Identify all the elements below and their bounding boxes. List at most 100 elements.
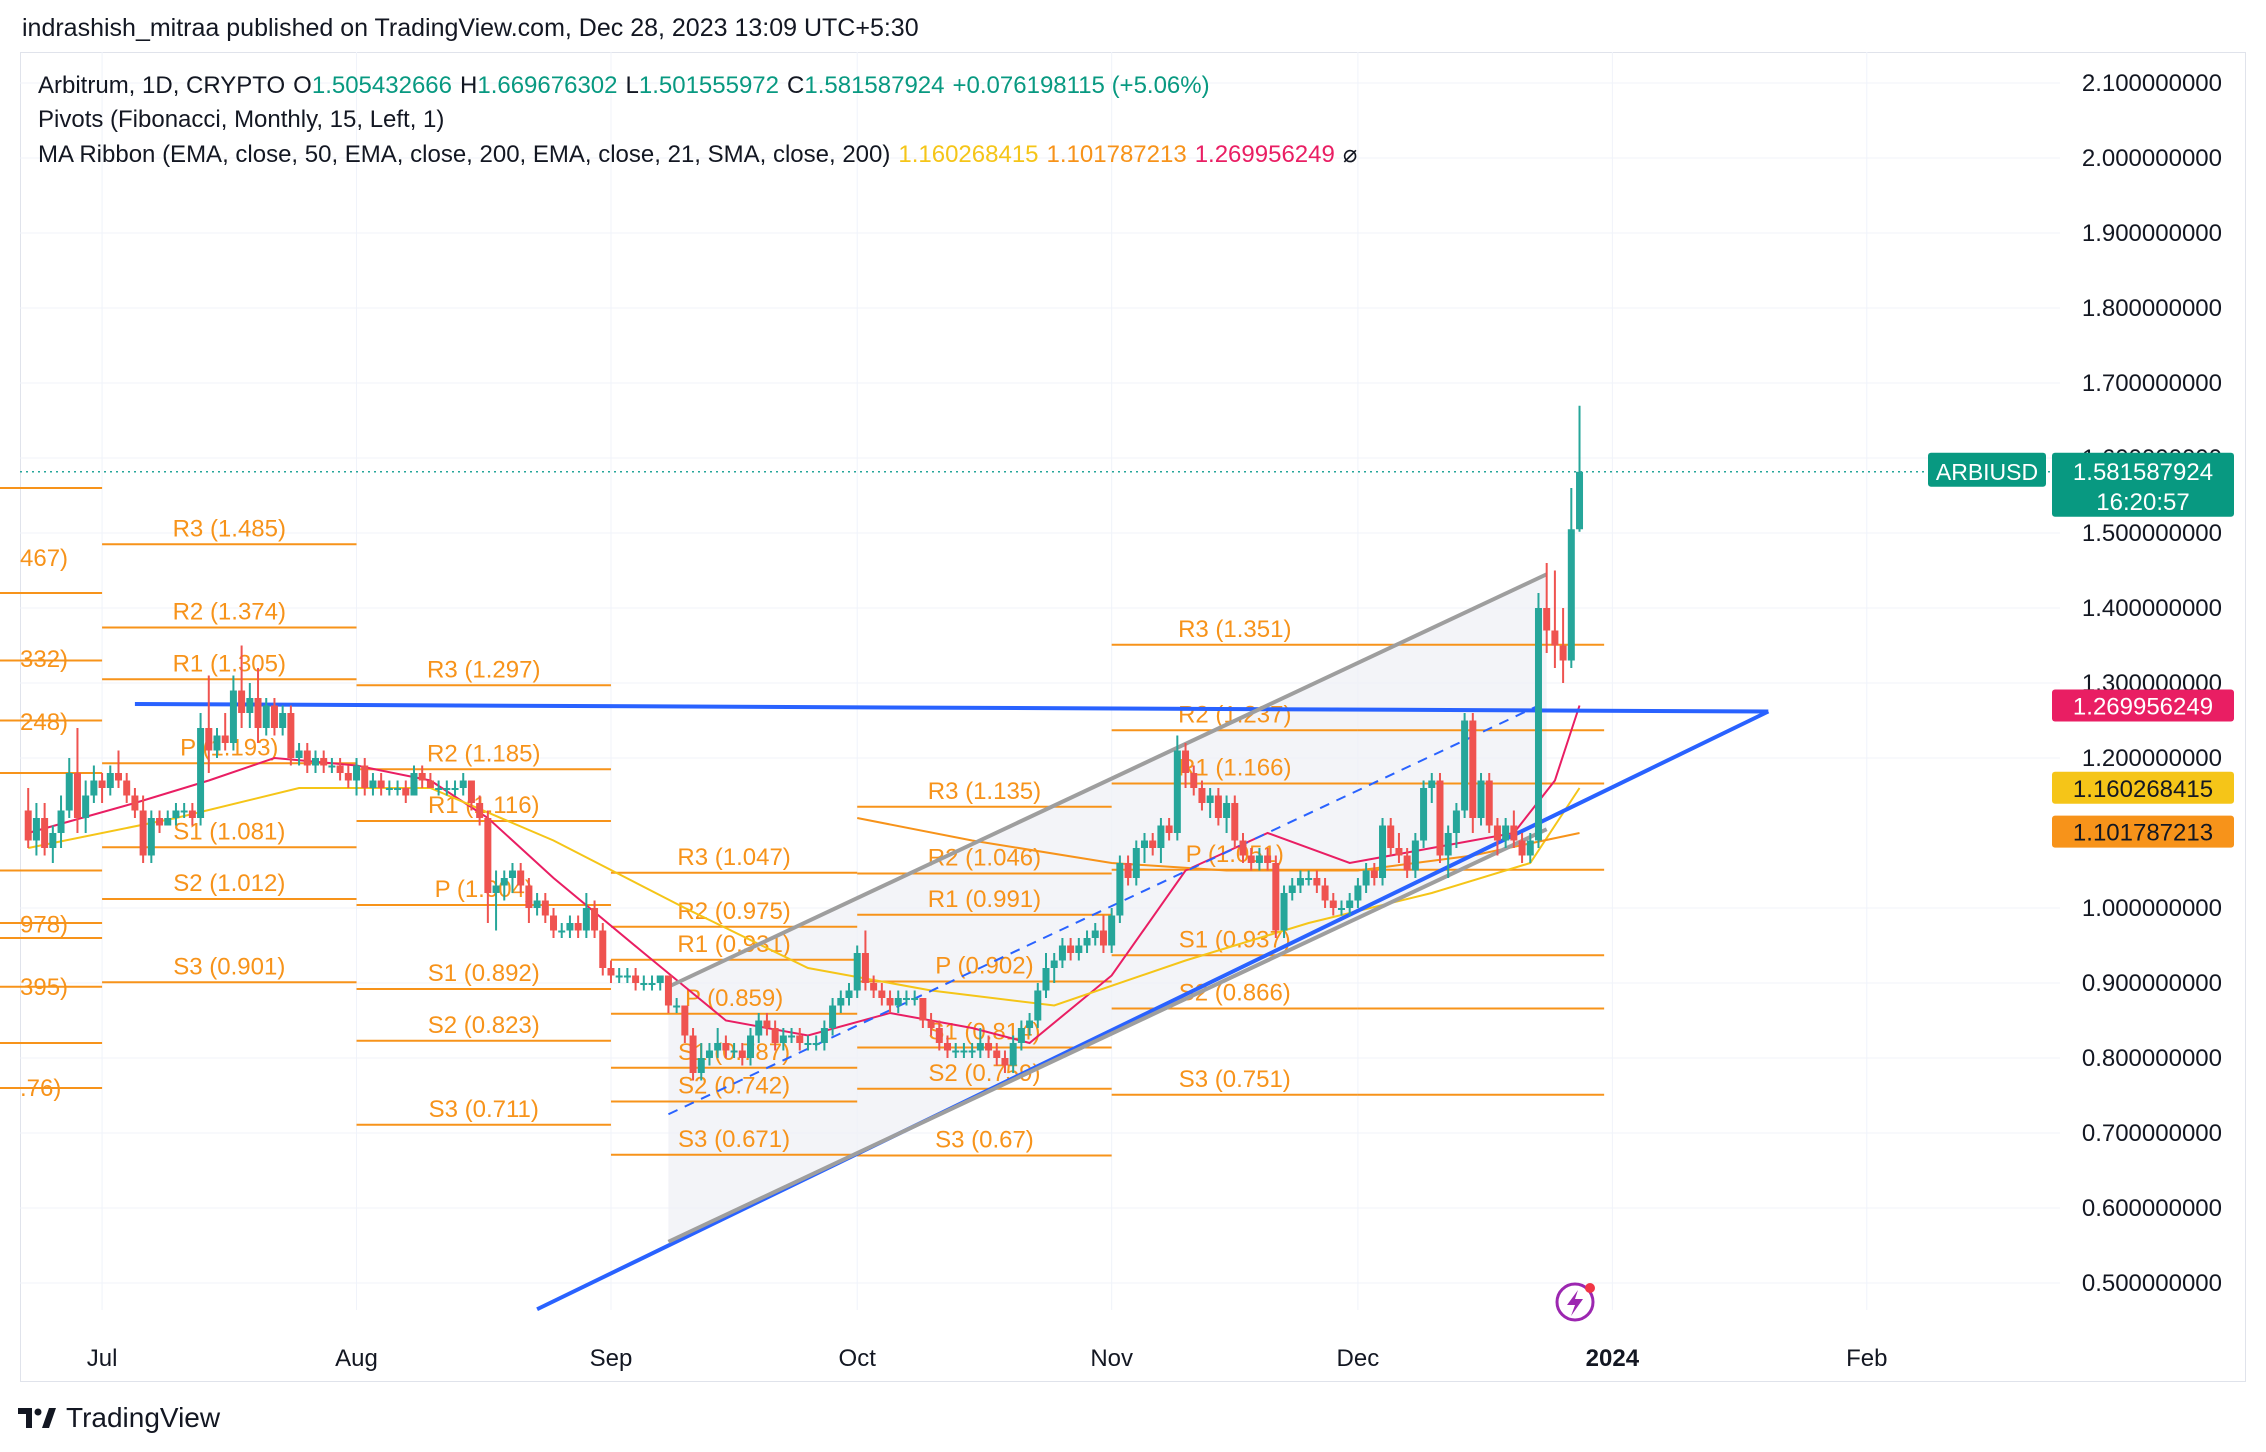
candle-body-170 <box>1420 788 1428 841</box>
price-tick-2: 1.900000000 <box>2082 220 2222 247</box>
hidden-values-icon[interactable]: ⌀ <box>1342 141 1358 168</box>
candle-body-46 <box>402 788 410 796</box>
pivot-edge-label-3: 978) <box>20 912 68 939</box>
candle-body-121 <box>1017 1028 1025 1043</box>
candle-body-39 <box>344 773 352 781</box>
pivot-label-5-1: R2 (1.237) <box>1178 701 1291 728</box>
candle-body-38 <box>336 765 344 773</box>
time-tick-3: Oct <box>839 1345 877 1372</box>
candle-body-139 <box>1165 825 1173 833</box>
candle-body-51 <box>443 788 451 790</box>
countdown-text: 16:20:57 <box>2096 489 2189 516</box>
candle-body-126 <box>1058 945 1066 961</box>
candle-body-154 <box>1288 885 1296 893</box>
candle-body-92 <box>779 1035 787 1043</box>
candle-body-173 <box>1444 833 1452 856</box>
candle-body-16 <box>156 818 164 826</box>
candle-body-187 <box>1559 645 1567 661</box>
pivot-label-5-6: S3 (0.751) <box>1179 1066 1291 1093</box>
candle-body-2 <box>41 818 49 848</box>
candle-body-159 <box>1329 900 1337 908</box>
candle-body-53 <box>459 780 467 788</box>
candle-body-65 <box>558 930 566 933</box>
candle-body-71 <box>607 968 615 976</box>
ma-badge-text-0: 1.269956249 <box>2073 694 2213 721</box>
pivot-label-3-5: S2 (0.742) <box>678 1073 790 1100</box>
candle-body-74 <box>632 975 640 983</box>
lightning-icon[interactable] <box>1555 1282 1595 1322</box>
candle-body-141 <box>1182 750 1190 773</box>
candle-body-109 <box>919 998 927 1021</box>
time-tick-2: Sep <box>590 1345 633 1372</box>
candle-body-44 <box>385 788 393 790</box>
pivot-label-5-0: R3 (1.351) <box>1178 616 1291 643</box>
pivot-label-3-0: R3 (1.047) <box>677 844 790 871</box>
candle-body-9 <box>98 780 106 788</box>
candle-body-10 <box>106 773 114 788</box>
candle-body-61 <box>525 885 533 908</box>
candle-body-22 <box>205 728 213 751</box>
candle-body-130 <box>1091 930 1099 938</box>
candle-body-181 <box>1510 825 1518 841</box>
candle-body-165 <box>1379 825 1387 878</box>
candle-body-27 <box>246 698 254 713</box>
channel-fill <box>668 574 1547 1242</box>
candle-body-176 <box>1469 720 1477 818</box>
candle-body-125 <box>1050 960 1058 968</box>
chart-frame[interactable] <box>20 52 2246 1382</box>
candle-body-133 <box>1116 863 1124 916</box>
close-label: C <box>787 72 805 99</box>
candle-body-144 <box>1206 795 1214 803</box>
trendline-channel-bottom <box>667 827 1548 1244</box>
price-tick-13: 0.700000000 <box>2082 1120 2222 1147</box>
symbol-legend[interactable]: Arbitrum, 1D, CRYPTO O1.505432666 H1.66967… <box>38 72 1218 100</box>
candle-body-50 <box>435 788 443 790</box>
candle-body-93 <box>788 1035 796 1038</box>
candle-body-185 <box>1543 608 1551 631</box>
candle-body-73 <box>623 975 631 978</box>
pivot-edge-label-0: 467) <box>20 545 68 572</box>
footer-brand[interactable]: TradingView <box>18 1402 220 1434</box>
candle-body-32 <box>287 713 295 758</box>
time-tick-0: Jul <box>87 1345 118 1372</box>
trendline-resistance-horizontal <box>134 702 1769 714</box>
candle-body-77 <box>656 975 664 983</box>
candle-body-175 <box>1461 720 1469 811</box>
candle-body-168 <box>1403 855 1411 871</box>
candle-body-151 <box>1264 855 1272 863</box>
candle-body-7 <box>82 795 90 818</box>
candle-body-54 <box>467 780 475 803</box>
candle-body-75 <box>640 983 648 985</box>
high-value: 1.669676302 <box>477 72 618 99</box>
candle-body-13 <box>131 795 139 811</box>
candle-body-59 <box>508 870 516 878</box>
notification-dot-icon <box>1585 1283 1595 1293</box>
candle-body-35 <box>311 758 319 766</box>
pivot-label-1-3: P (1.193) <box>180 734 278 761</box>
pivot-label-3-3: P (0.859) <box>685 985 783 1012</box>
candle-body-11 <box>114 773 122 781</box>
pivot-label-1-4: S1 (1.081) <box>173 818 285 845</box>
candle-body-31 <box>279 713 287 728</box>
candle-body-114 <box>960 1050 968 1053</box>
price-tick-0: 2.100000000 <box>2082 70 2222 97</box>
open-label: O <box>293 72 312 99</box>
candle-body-136 <box>1140 840 1148 848</box>
pivot-label-2-5: S2 (0.823) <box>428 1012 540 1039</box>
candle-body-87 <box>738 1050 746 1058</box>
candle-body-162 <box>1354 885 1362 901</box>
candle-body-99 <box>837 998 845 1006</box>
candle-body-106 <box>894 998 902 1006</box>
pivot-label-5-4: S1 (0.937) <box>1179 926 1291 953</box>
pivot-label-1-0: R3 (1.485) <box>173 515 286 542</box>
chart-svg[interactable]: 467) 332) 248) 978) 395) .76) R3 (1.485) R2 (1.… <box>0 0 2266 1400</box>
ma-badge-text-1: 1.160268415 <box>2073 776 2213 803</box>
time-tick-6: 2024 <box>1586 1345 1640 1372</box>
candle-body-178 <box>1485 780 1493 826</box>
ribbon-legend[interactable]: MA Ribbon (EMA, close, 50, EMA, close, 2… <box>38 140 1365 169</box>
pivots-legend[interactable]: Pivots (Fibonacci, Monthly, 15, Left, 1) <box>38 106 452 134</box>
pivot-edge-label-5: .76) <box>20 1075 61 1102</box>
candle-body-183 <box>1526 840 1534 856</box>
candle-body-3 <box>49 833 57 848</box>
candle-body-174 <box>1452 810 1460 833</box>
